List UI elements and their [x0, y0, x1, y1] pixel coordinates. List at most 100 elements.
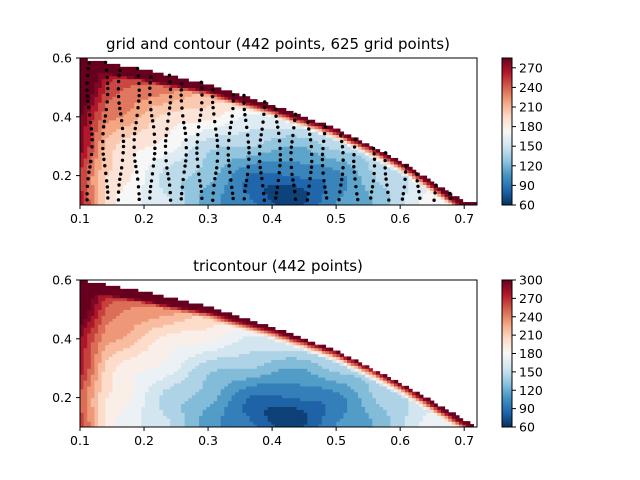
scatter-point	[132, 131, 137, 136]
scatter-point	[119, 166, 124, 170]
scatter-point	[323, 125, 328, 129]
scatter-point	[166, 119, 170, 123]
scatter-point	[383, 158, 387, 163]
scatter-point	[104, 171, 108, 176]
scatter-point	[262, 112, 266, 117]
scatter-point	[213, 119, 217, 124]
scatter-point	[168, 198, 173, 202]
colorbar-gradient	[501, 279, 513, 428]
scatter-point	[116, 87, 121, 91]
scatter-point	[200, 86, 204, 90]
scatter-point	[200, 93, 204, 97]
scatter-point	[168, 95, 173, 99]
scatter-point	[292, 183, 296, 187]
scatter-point	[182, 120, 186, 125]
scatter-point	[163, 151, 168, 155]
scatter-point	[307, 127, 311, 131]
scatter-point	[196, 125, 201, 129]
scatter-point	[118, 106, 122, 111]
scatter-points	[85, 60, 453, 202]
scatter-point	[211, 191, 215, 195]
scatter-point	[231, 106, 235, 111]
scatter-point	[180, 106, 184, 110]
scatter-point	[400, 197, 405, 201]
scatter-point	[85, 94, 90, 98]
scatter-point	[229, 120, 234, 125]
scatter-point	[90, 132, 94, 136]
scatter-point	[198, 179, 202, 183]
scatter-point	[195, 146, 199, 150]
scatter-point	[245, 125, 249, 130]
scatter-point	[195, 140, 199, 144]
scatter-point	[262, 105, 267, 110]
scatter-point	[227, 131, 232, 135]
scatter-point	[104, 68, 109, 72]
contour-field	[80, 58, 477, 205]
scatter-point	[150, 119, 155, 123]
scatter-point	[308, 132, 312, 137]
scatter-point	[168, 87, 173, 92]
scatter-point	[289, 145, 294, 149]
scatter-point	[137, 197, 141, 202]
scatter-point	[307, 184, 311, 188]
scatter-point	[277, 139, 282, 143]
scatter-point	[230, 191, 235, 195]
scatter-point	[121, 151, 125, 155]
scatter-point	[242, 107, 246, 112]
scatter-point	[258, 159, 262, 164]
scatter-point	[148, 184, 153, 189]
y-tick-label: 0.2	[52, 390, 72, 405]
scatter-point	[261, 120, 265, 124]
colorbar-tick-label: 270	[519, 291, 543, 306]
scatter-point	[167, 73, 172, 77]
scatter-point	[211, 88, 215, 92]
scatter-point	[179, 191, 184, 196]
scatter-point	[137, 99, 141, 103]
scatter-point	[261, 184, 265, 188]
scatter-point	[215, 166, 219, 170]
colorbar-tick-label: 60	[519, 420, 535, 435]
scatter-point	[168, 101, 172, 105]
scatter-point	[197, 118, 202, 123]
scatter-point	[199, 80, 203, 85]
x-tick-label: 0.6	[390, 211, 410, 226]
scatter-point	[88, 165, 92, 169]
colorbar-tick-label: 180	[519, 119, 543, 134]
scatter-point	[278, 146, 282, 151]
scatter-point	[321, 146, 325, 151]
scatter-point	[432, 198, 436, 202]
scatter-point	[103, 164, 107, 168]
scatter-point	[259, 171, 263, 175]
scatter-point	[356, 197, 360, 202]
scatter-point	[135, 66, 140, 71]
scatter-point	[310, 159, 314, 164]
colorbar-gradient	[501, 57, 513, 206]
colorbar-tick-label: 60	[519, 198, 535, 213]
scatter-point	[117, 73, 121, 78]
scatter-point	[417, 189, 421, 194]
scatter-point	[369, 190, 374, 194]
scatter-point	[180, 82, 184, 86]
scatter-point	[293, 112, 298, 117]
scatter-point	[182, 170, 186, 174]
scatter-point	[215, 151, 220, 156]
scatter-point	[309, 165, 314, 169]
scatter-point	[120, 158, 125, 163]
scatter-point	[242, 101, 246, 105]
scatter-point	[339, 183, 343, 187]
scatter-point	[278, 163, 282, 168]
scatter-point	[230, 185, 234, 190]
scatter-point	[404, 164, 408, 168]
scatter-point	[101, 146, 105, 151]
scatter-point	[226, 158, 231, 163]
scatter-point	[137, 81, 141, 86]
scatter-point	[383, 166, 387, 170]
x-tick-label: 0.1	[70, 433, 90, 448]
scatter-point	[243, 189, 247, 194]
scatter-point	[289, 157, 293, 162]
scatter-point	[106, 86, 110, 91]
scatter-point	[200, 101, 204, 105]
scatter-point	[340, 177, 344, 182]
scatter-point	[167, 106, 172, 110]
